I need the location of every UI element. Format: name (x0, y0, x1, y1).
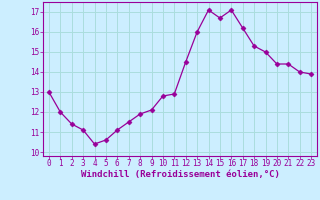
X-axis label: Windchill (Refroidissement éolien,°C): Windchill (Refroidissement éolien,°C) (81, 170, 279, 179)
